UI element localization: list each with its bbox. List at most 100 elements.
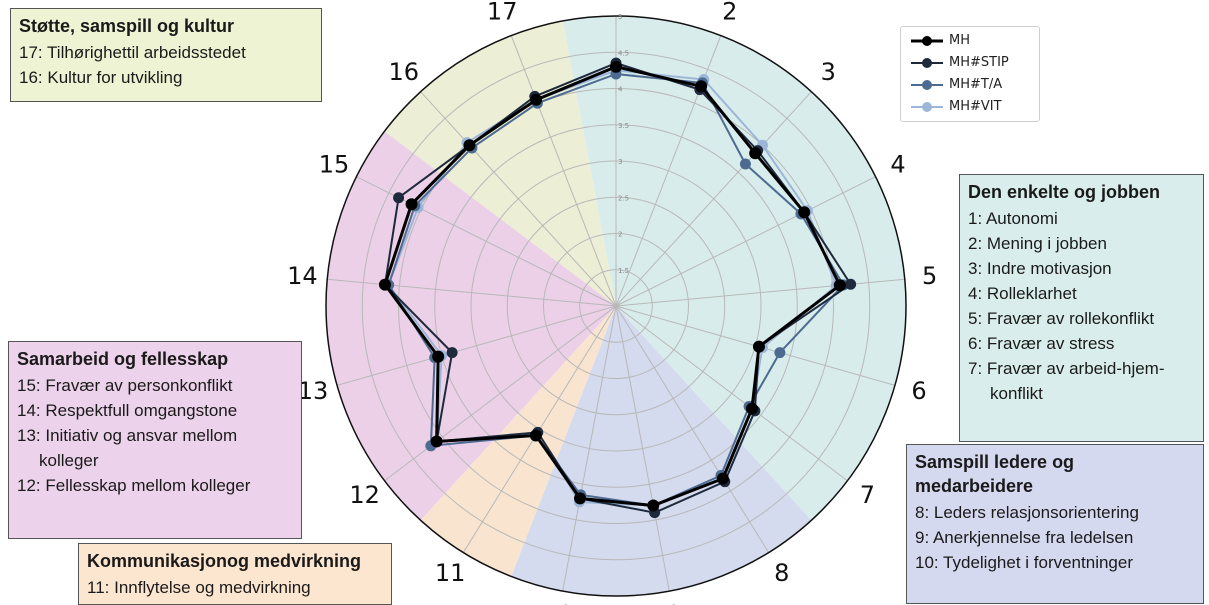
axis-label-8: 8 <box>774 559 789 587</box>
axis-label-7: 7 <box>860 481 875 509</box>
r-tick-label: 2 <box>618 231 622 239</box>
data-point <box>752 340 765 353</box>
legend-label: MH#STIP <box>949 55 1009 70</box>
r-tick-label: 1.5 <box>618 267 629 275</box>
data-point <box>774 347 786 359</box>
grid-spoke <box>384 305 617 482</box>
axis-label-14: 14 <box>287 262 318 290</box>
r-tick-label: 4.5 <box>618 49 629 57</box>
legend-swatch <box>911 36 943 46</box>
legend-item-mh-stip: MH#STIP <box>909 54 1037 72</box>
legend-item-mh-ta: MH#T/A <box>909 76 1037 94</box>
r-tick-label: 4 <box>618 86 623 94</box>
data-point <box>432 350 445 363</box>
group-item: 6: Fravær av stress <box>968 334 1115 353</box>
axis-label-16: 16 <box>389 58 420 86</box>
grid-spoke <box>615 305 670 592</box>
legend-item-mh-vit: MH#VIT <box>909 98 1037 116</box>
grid-spoke <box>336 305 617 386</box>
group-item: 17: Tilhørighettil arbeidsstedet <box>19 43 246 62</box>
sector-1 <box>511 306 812 596</box>
data-point <box>405 198 418 211</box>
group-item: 15: Fravær av personkonflikt <box>17 376 233 395</box>
legend-swatch <box>911 80 943 90</box>
group-title: Kommunikasjonog medvirkning <box>87 551 362 571</box>
legend-label: MH#VIT <box>949 99 1002 114</box>
group-item: 5: Fravær av rollekonflikt <box>968 309 1155 328</box>
axis-labels: 1234567891011121314151617 <box>287 0 937 605</box>
data-point <box>745 402 758 415</box>
legend-item-mh: MH <box>909 32 1037 50</box>
axis-label-11: 11 <box>435 559 466 587</box>
grid-spoke <box>510 35 617 307</box>
radial-ticks: 1.5 2 2.5 3 3.5 4 4.5 5 <box>618 13 629 275</box>
group-title: Støtte, samspill og kultur <box>19 16 235 36</box>
group-item: 2: Mening i jobben <box>968 234 1107 253</box>
group-item: 8: Leders relasjonsorientering <box>915 503 1139 522</box>
data-point <box>446 347 458 359</box>
data-point <box>833 279 846 292</box>
data-point <box>647 499 660 512</box>
grid-spoke <box>615 176 876 307</box>
group-item: 10: Tydelighet i forventninger <box>915 553 1133 572</box>
group-item: 11: Innflytelse og medvirkning <box>87 578 311 597</box>
grid-spoke <box>420 91 617 307</box>
sector-3 <box>326 131 616 521</box>
data-point <box>393 192 405 204</box>
data-point <box>463 139 476 152</box>
axis-label-10: 10 <box>543 601 574 605</box>
r-tick-label: 5 <box>618 13 622 21</box>
legend-label: MH#T/A <box>949 77 1003 92</box>
data-point <box>798 206 811 219</box>
data-point <box>749 147 762 160</box>
axis-label-4: 4 <box>890 151 905 179</box>
axis-label-1: 1 <box>608 0 623 4</box>
group-item: 16: Kultur for utvikling <box>19 68 183 87</box>
group-box-stotte: Støtte, samspill og kultur 17: Tilhørigh… <box>10 8 322 102</box>
data-point <box>610 60 622 73</box>
group-item: 13: Initiativ og ansvar mellom kolleger <box>17 426 238 470</box>
r-tick-label: 2.5 <box>618 194 629 202</box>
series-line <box>387 72 845 507</box>
data-point <box>529 429 542 442</box>
axis-label-13: 13 <box>298 377 329 405</box>
axis-label-15: 15 <box>319 151 350 179</box>
group-box-kommunikasjon: Kommunikasjonog medvirkning 11: Innflyte… <box>78 543 392 605</box>
data-point <box>378 278 391 291</box>
sector-0 <box>562 16 906 521</box>
legend: MH MH#STIP MH#T/A MH#VIT <box>900 26 1040 122</box>
axis-label-17: 17 <box>487 0 518 25</box>
group-title: Den enkelte og jobben <box>968 182 1161 202</box>
data-point <box>739 158 751 170</box>
data-point <box>530 93 543 106</box>
outer-border <box>325 15 907 597</box>
data-point <box>574 492 587 505</box>
data-point <box>716 472 729 485</box>
data-point <box>430 435 443 448</box>
group-item: 14: Respektfull omgangstone <box>17 401 238 420</box>
grid <box>325 15 907 597</box>
data-point <box>845 278 857 290</box>
group-item: 3: Indre motivasjon <box>968 259 1112 278</box>
legend-swatch <box>911 58 943 68</box>
group-item: 1: Autonomi <box>968 209 1058 228</box>
data-point <box>695 80 708 93</box>
grid-spoke <box>327 278 617 307</box>
series-mh <box>378 60 846 512</box>
grid-spoke <box>615 305 848 482</box>
group-item: 4: Rolleklarhet <box>968 284 1077 303</box>
series-line <box>383 65 842 508</box>
grid-spoke <box>562 305 617 592</box>
axis-label-3: 3 <box>821 58 836 86</box>
axis-label-9: 9 <box>666 601 681 605</box>
axis-label-2: 2 <box>722 0 737 25</box>
group-title: Samarbeid og fellesskap <box>17 349 229 369</box>
axis-label-12: 12 <box>349 481 380 509</box>
axis-label-6: 6 <box>911 377 926 405</box>
series-layer <box>378 57 857 519</box>
group-item: 12: Fellesskap mellom kolleger <box>17 476 251 495</box>
legend-label: MH <box>949 33 970 48</box>
legend-swatch <box>911 102 943 112</box>
r-tick-label: 3 <box>618 158 622 166</box>
grid-spoke <box>615 91 812 307</box>
